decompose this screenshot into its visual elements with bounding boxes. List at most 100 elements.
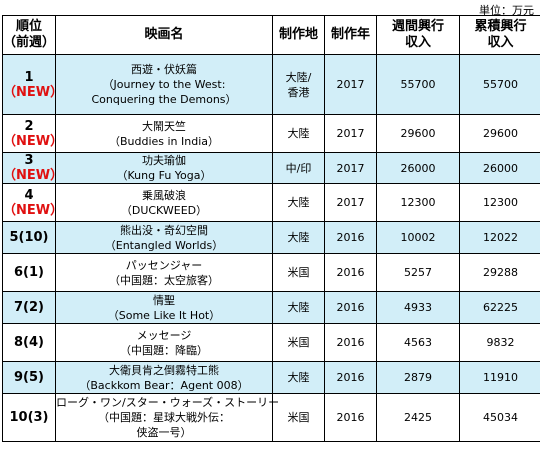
production-place-line: 大陸/: [285, 70, 312, 84]
movie-title-line: 大衛貝肯之倒霧特工熊: [109, 363, 219, 377]
movie-title-cell: 功夫瑜伽 （Kung Fu Yoga）: [55, 152, 273, 184]
header-cumulative-line1: 累積興行: [474, 19, 527, 34]
movie-title-line: 情聖: [153, 293, 175, 307]
unit-label: 単位：万元: [479, 4, 534, 17]
rank-value: 4: [24, 187, 34, 203]
rank-cell: 2 （NEW）: [2, 114, 64, 153]
production-year-cell: 2017: [324, 114, 377, 153]
production-place-line: 米国: [287, 336, 310, 349]
movie-title-line: （中国題：降臨）: [120, 343, 208, 357]
rank-cell: 9(5): [2, 361, 56, 394]
weekly-revenue-cell: 2425: [376, 393, 460, 442]
movie-title-cell: 大衛貝肯之倒霧特工熊 （Backkom Bear：Agent 008）: [55, 361, 273, 394]
table-row: 9(5) 大衛貝肯之倒霧特工熊 （Backkom Bear：Agent 008） 大陸…: [2, 361, 540, 394]
weekly-revenue-cell: 4563: [376, 323, 460, 362]
rank-cell: 1 （NEW）: [2, 54, 64, 115]
movie-title-line: （Buddies in India）: [108, 134, 220, 148]
cumulative-revenue-cell: 29600: [459, 114, 540, 153]
production-place-line: 大陸: [287, 301, 310, 314]
rank-value: 7(2): [14, 300, 44, 315]
movie-title-cell: 大鬧天竺 （Buddies in India）: [55, 114, 273, 153]
production-year-cell: 2017: [324, 183, 377, 222]
weekly-revenue-cell: 2879: [376, 361, 460, 394]
production-year-cell: 2016: [324, 393, 377, 442]
rank-value: 3: [24, 153, 34, 168]
movie-title-line: ローグ・ワン/スター・ウォーズ・ストーリー: [56, 396, 280, 409]
cumulative-revenue-cell: 12022: [459, 221, 540, 254]
production-year-cell: 2016: [324, 361, 377, 394]
movie-title-cell: 情聖 （Some Like It Hot）: [55, 291, 273, 324]
movie-title-line: （Journey to the West:: [102, 78, 226, 91]
cumulative-revenue-cell: 26000: [459, 152, 540, 184]
rank-value: 1: [24, 69, 34, 85]
production-place-cell: 大陸: [272, 183, 325, 222]
table-row: 3 （NEW） 功夫瑜伽 （Kung Fu Yoga） 中/印 2017 26000 2600…: [2, 152, 540, 184]
movie-title-line: （Kung Fu Yoga）: [116, 169, 212, 182]
rank-value: 5(10): [9, 230, 49, 245]
table-row: 4 （NEW） 乗風破浪 （DUCKWEED） 大陸 2017 12300 12300: [2, 183, 540, 222]
weekly-revenue-cell: 55700: [376, 54, 460, 115]
cumulative-revenue-cell: 29288: [459, 253, 540, 292]
production-year-cell: 2016: [324, 221, 377, 254]
movie-title-line: 大鬧天竺: [142, 119, 186, 133]
header-cumulative-line2: 収入: [487, 35, 514, 50]
movie-title-line: パッセンジャー: [125, 258, 203, 272]
production-place-cell: 中/印: [272, 152, 325, 184]
movie-title-line: （Entangled Worlds）: [104, 238, 224, 252]
movie-title-line: 侠盗一号）: [136, 426, 192, 439]
rank-value: 2: [24, 118, 34, 134]
cumulative-revenue-cell: 55700: [459, 54, 540, 115]
production-place-line: 大陸: [287, 196, 310, 209]
cumulative-revenue-cell: 62225: [459, 291, 540, 324]
rank-cell: 8(4): [2, 323, 56, 362]
header-movie: 映画名: [55, 15, 273, 55]
rank-value: 8(4): [14, 335, 44, 350]
movie-title-cell: 西遊・伏妖篇 （Journey to the West: Conquering th…: [55, 54, 273, 115]
production-place-cell: 米国: [272, 323, 325, 362]
rank-value: 6(1): [14, 265, 44, 280]
header-weekly: 週間興行 収入: [376, 15, 460, 55]
table-row: 7(2) 情聖 （Some Like It Hot） 大陸 2016 4933 62225: [2, 291, 540, 324]
production-place-line: 大陸: [287, 231, 310, 244]
new-badge: （NEW）: [3, 202, 64, 218]
header-rank: 順位 （前週）: [2, 15, 56, 55]
rank-cell: 6(1): [2, 253, 56, 292]
movie-title-cell: 乗風破浪 （DUCKWEED）: [55, 183, 273, 222]
production-year-cell: 2016: [324, 253, 377, 292]
movie-title-cell: 熊出没・奇幻空間 （Entangled Worlds）: [55, 221, 273, 254]
header-year: 制作年: [324, 15, 377, 55]
new-badge: （NEW）: [3, 84, 64, 100]
header-weekly-line2: 収入: [404, 35, 431, 50]
production-year-cell: 2017: [324, 54, 377, 115]
movie-title-cell: パッセンジャー （中国題：太空旅客）: [55, 253, 273, 292]
new-badge: （NEW）: [3, 168, 64, 183]
rank-cell: 4 （NEW）: [2, 183, 64, 222]
weekly-revenue-cell: 10002: [376, 221, 460, 254]
table-row: 8(4) メッセージ （中国題：降臨） 米国 2016 4563 9832: [2, 323, 540, 362]
movie-title-line: （DUCKWEED）: [120, 203, 208, 217]
production-place-line: 大陸: [287, 127, 310, 140]
production-place-line: 大陸: [287, 371, 310, 384]
movie-title-line: 西遊・伏妖篇: [131, 63, 197, 76]
production-place-cell: 米国: [272, 393, 325, 442]
rank-cell: 3 （NEW）: [2, 152, 64, 184]
new-badge: （NEW）: [3, 133, 64, 149]
weekly-revenue-cell: 4933: [376, 291, 460, 324]
cumulative-revenue-cell: 12300: [459, 183, 540, 222]
production-place-cell: 大陸: [272, 291, 325, 324]
production-place-cell: 大陸: [272, 221, 325, 254]
rank-value: 10(3): [9, 410, 49, 425]
movie-title-line: 熊出没・奇幻空間: [120, 223, 208, 237]
production-place-line: 香港: [287, 85, 310, 99]
production-place-line: 米国: [287, 411, 310, 424]
movie-title-cell: メッセージ （中国題：降臨）: [55, 323, 273, 362]
movie-title-cell: ローグ・ワン/スター・ウォーズ・ストーリー （中国題：星球大戦外伝： 侠盗一号）: [55, 393, 280, 442]
production-place-cell: 大陸: [272, 361, 325, 394]
cumulative-revenue-cell: 9832: [459, 323, 540, 362]
cumulative-revenue-cell: 11910: [459, 361, 540, 394]
production-place-cell: 米国: [272, 253, 325, 292]
movie-title-line: メッセージ: [136, 328, 192, 342]
header-rank-line1: 順位: [15, 19, 42, 34]
weekly-revenue-cell: 5257: [376, 253, 460, 292]
movie-title-line: （中国題：星球大戦外伝：: [98, 411, 230, 424]
